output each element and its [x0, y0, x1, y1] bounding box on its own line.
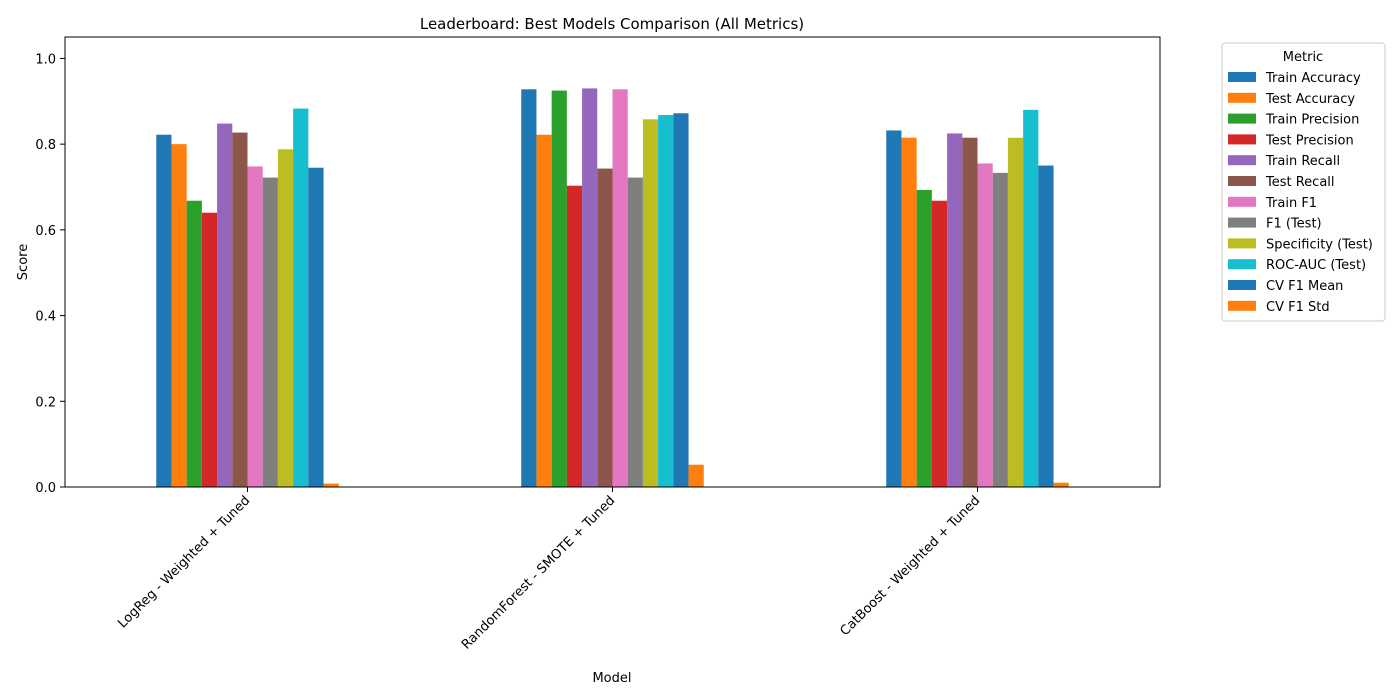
legend-swatch	[1228, 196, 1256, 207]
legend-swatch	[1228, 176, 1256, 186]
legend-label: Specificity (Test)	[1266, 237, 1373, 252]
legend-frame	[1221, 42, 1386, 322]
legend-item: Train Recall	[1228, 154, 1340, 169]
legend-label: CV F1 Std	[1266, 300, 1330, 315]
legend-swatch	[1228, 300, 1256, 311]
legend-item: Test Accuracy	[1228, 92, 1355, 107]
legend-swatch	[1228, 217, 1256, 228]
legend-label: Train Precision	[1265, 113, 1359, 128]
y-tick-label: 0.0	[35, 481, 56, 496]
legend-swatch	[1228, 259, 1256, 270]
bar-train-f1	[977, 163, 993, 487]
bar-cv-f1-mean	[1038, 165, 1054, 488]
bar-cv-f1-std	[688, 464, 704, 487]
legend-items: Train Accuracy Test Accuracy Train Precisi…	[1228, 71, 1373, 315]
bar-train-recall	[217, 123, 233, 488]
bar-train-accuracy	[156, 134, 172, 487]
bars-group	[156, 88, 1069, 488]
bar-cv-f1-mean	[673, 113, 689, 488]
y-tick-label: 0.4	[35, 310, 56, 325]
bar-specificity-test	[1007, 137, 1024, 487]
chart-title: Leaderboard: Best Models Comparison (All…	[420, 15, 804, 33]
y-axis-label: Score	[16, 244, 31, 280]
legend-item: ROC-AUC (Test)	[1228, 258, 1366, 273]
bar-train-f1	[247, 166, 263, 487]
bar-train-accuracy	[886, 130, 902, 487]
bar-cv-f1-mean	[308, 167, 324, 487]
legend-label: Test Accuracy	[1265, 92, 1355, 107]
x-tick-label: CatBoost - Weighted + Tuned	[838, 493, 984, 639]
x-axis-ticks: LogReg - Weighted + Tuned RandomForest - …	[115, 487, 983, 653]
legend-item: Test Precision	[1228, 133, 1354, 148]
y-tick-label: 0.6	[35, 224, 56, 239]
legend-item: CV F1 Std	[1228, 300, 1330, 315]
y-tick-label: 0.2	[35, 395, 56, 410]
bar-test-precision	[201, 212, 218, 487]
bar-train-accuracy	[521, 89, 537, 488]
bar-f1-test	[627, 177, 643, 488]
y-axis-ticks: 0.0 0.2 0.4 0.6 0.8 1.0	[35, 52, 65, 496]
bar-test-recall	[597, 168, 613, 488]
legend-item: Train Accuracy	[1228, 71, 1361, 86]
legend-swatch	[1228, 238, 1256, 249]
legend-item: Test Recall	[1228, 175, 1335, 190]
bar-test-precision	[566, 185, 583, 487]
bar-specificity-test	[277, 149, 294, 488]
legend-swatch	[1228, 92, 1256, 103]
bar-train-precision	[186, 200, 202, 487]
bar-specificity-test	[642, 119, 659, 488]
y-tick-label: 1.0	[35, 52, 56, 67]
legend-title: Metric	[1283, 50, 1323, 65]
bar-roc-auc-test	[658, 115, 674, 487]
legend-item: CV F1 Mean	[1228, 279, 1343, 294]
legend-label: Train Recall	[1265, 154, 1340, 169]
bar-train-recall	[582, 88, 598, 487]
legend-label: F1 (Test)	[1266, 217, 1322, 232]
bar-f1-test	[262, 177, 278, 488]
legend-swatch	[1228, 155, 1256, 166]
legend-label: Train Accuracy	[1265, 71, 1361, 86]
x-tick-label: RandomForest - SMOTE + Tuned	[459, 493, 618, 652]
legend-swatch	[1228, 72, 1256, 82]
x-tick-label: LogReg - Weighted + Tuned	[115, 493, 253, 631]
legend-item: Train Precision	[1228, 113, 1359, 128]
legend-swatch	[1228, 134, 1256, 145]
bar-test-recall	[962, 137, 978, 487]
legend-label: Test Recall	[1265, 175, 1335, 190]
bar-train-recall	[947, 133, 963, 487]
bar-test-accuracy	[901, 137, 917, 487]
bar-train-precision	[551, 90, 567, 488]
bar-f1-test	[992, 172, 1008, 487]
bar-roc-auc-test	[1023, 109, 1039, 487]
bar-train-f1	[612, 89, 628, 488]
bar-cv-f1-std	[1053, 482, 1069, 487]
bar-test-accuracy	[171, 144, 187, 487]
legend-label: ROC-AUC (Test)	[1266, 258, 1366, 273]
legend-item: Specificity (Test)	[1228, 237, 1373, 252]
legend-label: Test Precision	[1265, 133, 1354, 148]
y-tick-label: 0.8	[35, 138, 56, 153]
legend-swatch	[1228, 113, 1256, 124]
legend-item: Train F1	[1228, 196, 1317, 211]
x-axis-label: Model	[592, 671, 631, 686]
plot-frame	[64, 36, 1161, 488]
bar-cv-f1-std	[323, 483, 339, 487]
legend-item: F1 (Test)	[1228, 217, 1322, 232]
bar-test-precision	[931, 200, 948, 487]
legend-label: CV F1 Mean	[1266, 279, 1343, 294]
legend-swatch	[1228, 280, 1256, 290]
bar-train-precision	[916, 190, 932, 487]
legend-label: Train F1	[1265, 196, 1317, 211]
bar-test-accuracy	[536, 134, 552, 487]
bar-test-recall	[232, 132, 248, 488]
bar-roc-auc-test	[293, 108, 309, 488]
